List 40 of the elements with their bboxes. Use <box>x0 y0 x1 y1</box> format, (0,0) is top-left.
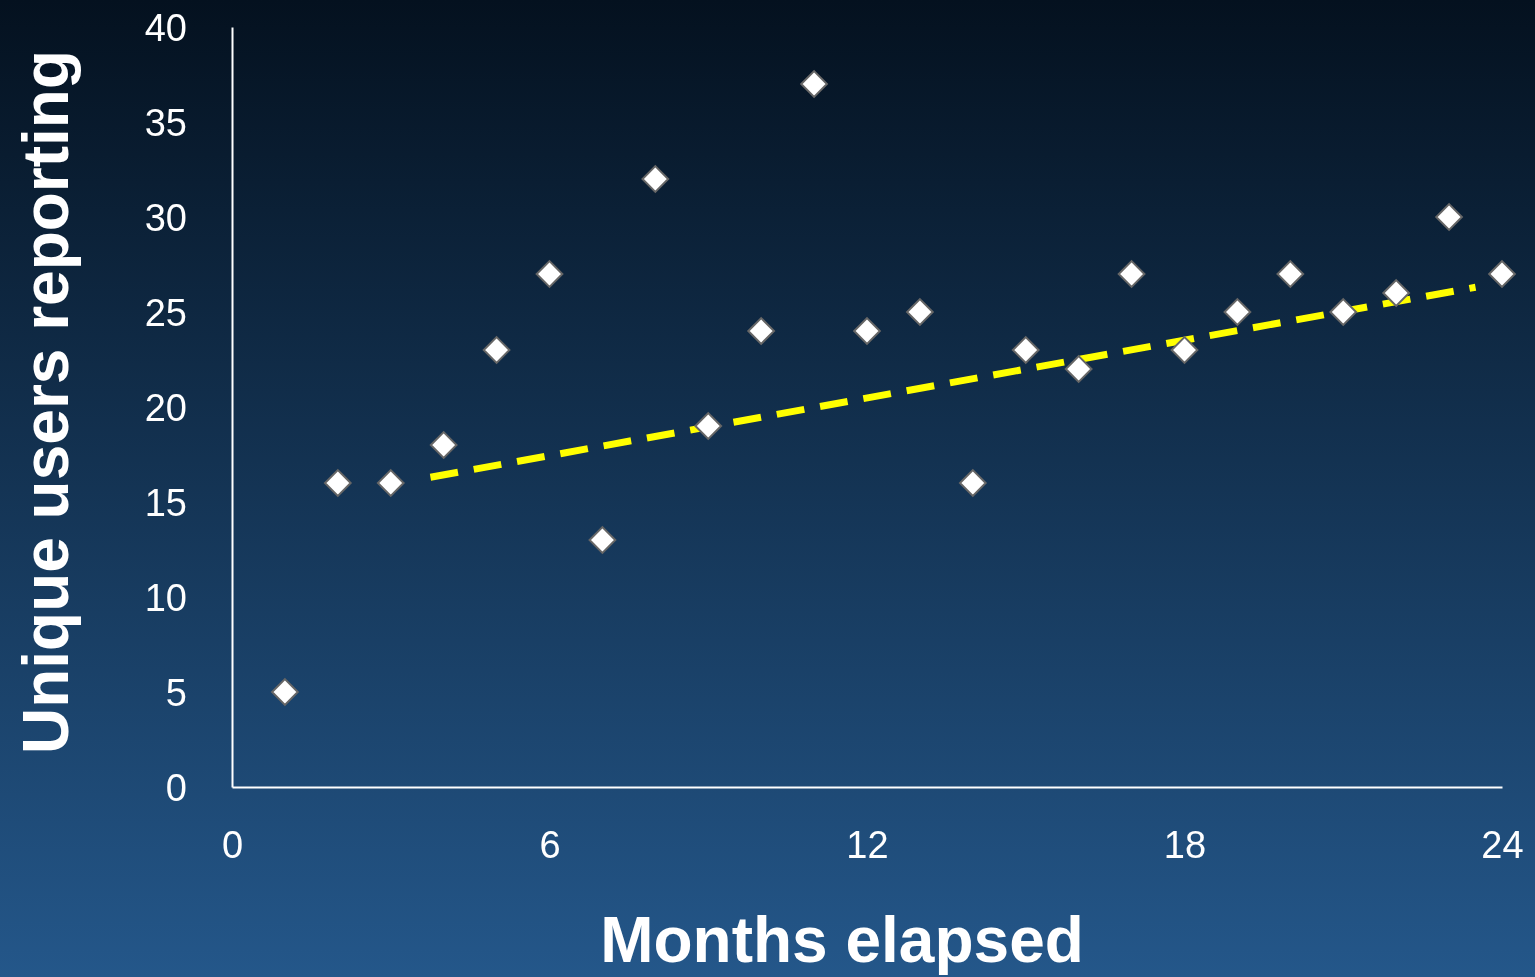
x-tick-label: 6 <box>539 823 561 866</box>
y-tick-label: 40 <box>144 6 187 49</box>
point <box>1170 336 1199 364</box>
point <box>482 336 511 364</box>
x-tick-label: 18 <box>1163 823 1207 866</box>
x-tick-label: 12 <box>846 823 889 866</box>
point <box>800 70 828 98</box>
point <box>958 469 987 497</box>
x-tick-label: 0 <box>221 823 244 866</box>
point <box>1117 260 1146 288</box>
point <box>747 317 776 345</box>
y-tick-label: 15 <box>144 481 187 524</box>
y-tick-label: 0 <box>165 766 187 809</box>
point <box>1223 298 1252 326</box>
point <box>1011 336 1040 364</box>
y-tick-label: 30 <box>144 196 187 239</box>
point <box>694 412 723 440</box>
point <box>906 298 934 326</box>
point <box>1276 260 1305 288</box>
point <box>853 317 881 345</box>
point <box>271 678 299 706</box>
point <box>1435 203 1463 231</box>
x-tick-label: 24 <box>1481 823 1524 866</box>
point <box>429 431 458 459</box>
y-tick-label: 10 <box>144 576 187 619</box>
point <box>323 469 352 497</box>
point <box>376 469 405 497</box>
point <box>641 165 670 193</box>
y-tick-label: 25 <box>144 291 187 334</box>
point <box>588 526 617 554</box>
point <box>1488 260 1516 288</box>
y-tick-label: 20 <box>144 386 187 429</box>
x-axis-title: Months elapsed <box>600 904 1084 976</box>
point <box>1329 298 1358 326</box>
y-axis-title: Unique users reporting <box>10 49 82 755</box>
point <box>535 260 564 288</box>
y-tick-label: 5 <box>165 671 187 714</box>
y-tick-label: 35 <box>144 101 187 144</box>
point <box>1382 279 1411 307</box>
point <box>1064 355 1093 383</box>
